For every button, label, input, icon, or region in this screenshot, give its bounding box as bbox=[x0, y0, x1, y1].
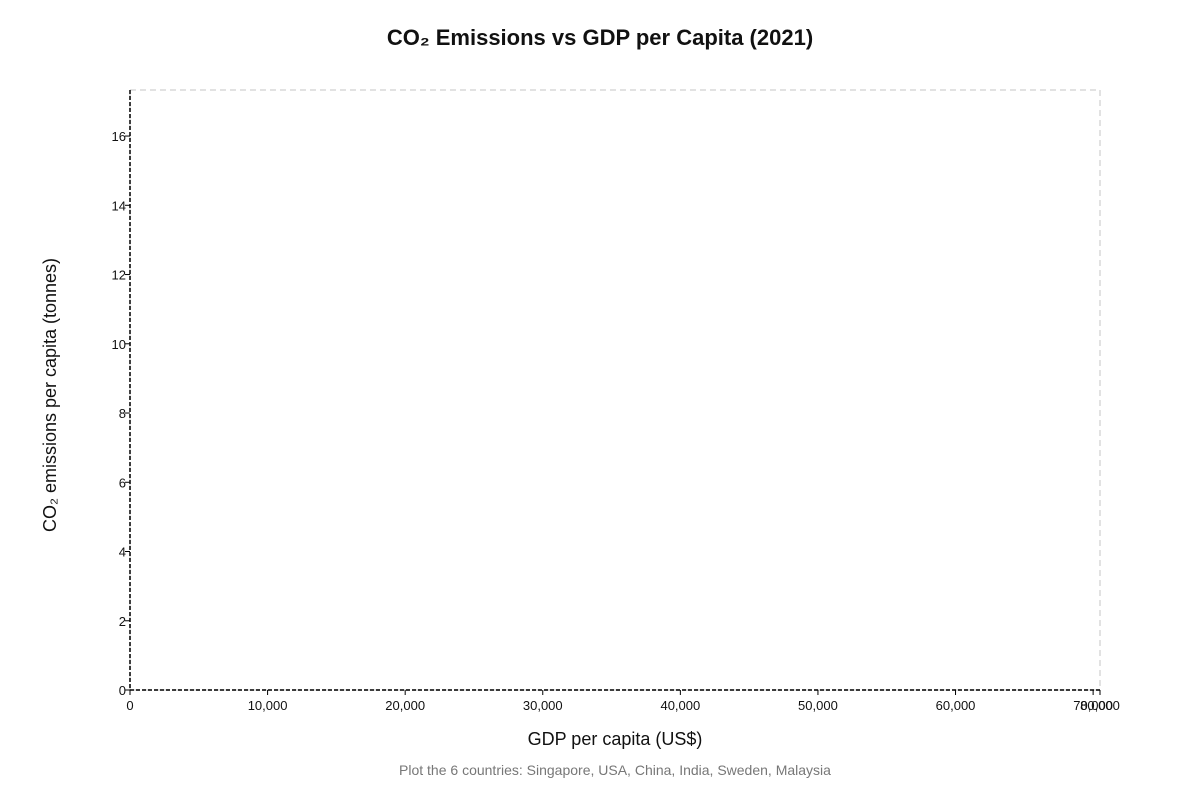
x-tick-label: 10,000 bbox=[248, 698, 288, 713]
y-tick-label: 6 bbox=[119, 475, 126, 490]
x-tick-label: 70,000 bbox=[1073, 698, 1113, 713]
y-tick-label: 12 bbox=[112, 268, 126, 283]
x-axis-ticks: 0 10,000 20,000 30,000 40,000 50,000 60,000 70,… bbox=[126, 690, 1120, 713]
y-tick-label: 14 bbox=[112, 198, 126, 213]
y-axis-label: CO₂ emissions per capita (tonnes) bbox=[40, 258, 60, 532]
x-tick-label: 30,000 bbox=[523, 698, 563, 713]
footnote: Plot the 6 countries: Singapore, USA, Ch… bbox=[399, 762, 831, 778]
chart-title: CO₂ Emissions vs GDP per Capita (2021) bbox=[387, 25, 813, 50]
x-tick-label: 80,000 bbox=[1080, 698, 1120, 713]
y-tick-label: 4 bbox=[119, 545, 126, 560]
y-tick-label: 10 bbox=[112, 337, 126, 352]
x-tick-label: 50,000 bbox=[798, 698, 838, 713]
x-tick-label: 60,000 bbox=[936, 698, 976, 713]
y-tick-label: 16 bbox=[112, 129, 126, 144]
y-axis-ticks: 0 2 4 6 8 10 12 14 16 bbox=[112, 129, 130, 698]
x-tick-label: 40,000 bbox=[660, 698, 700, 713]
x-tick-label: 20,000 bbox=[385, 698, 425, 713]
y-tick-label: 8 bbox=[119, 406, 126, 421]
x-axis-label: GDP per capita (US$) bbox=[528, 729, 703, 749]
plot-frame bbox=[129, 89, 1101, 691]
x-tick-label: 0 bbox=[126, 698, 133, 713]
y-tick-label: 2 bbox=[119, 614, 126, 629]
y-tick-label: 0 bbox=[119, 683, 126, 698]
